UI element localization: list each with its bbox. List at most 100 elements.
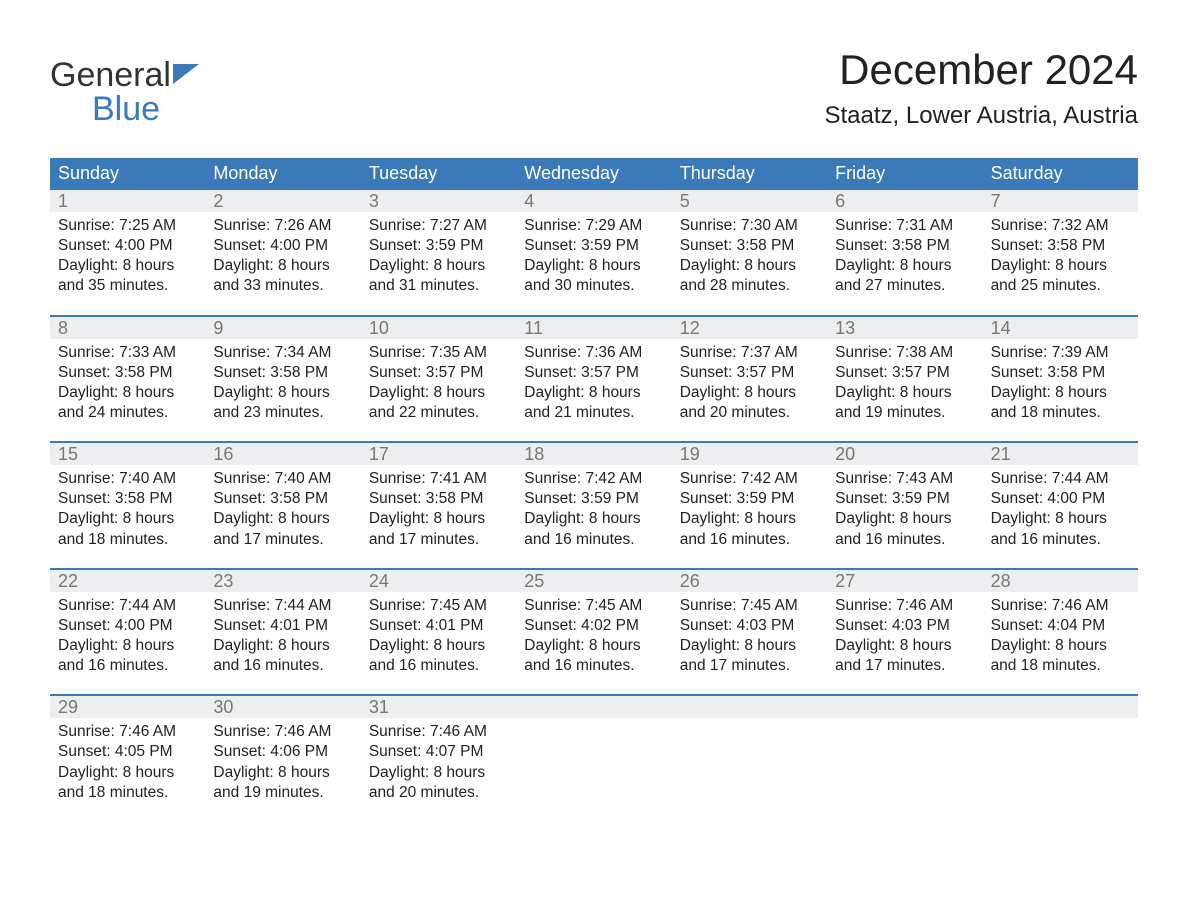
day-info: Sunrise: 7:34 AMSunset: 3:58 PMDaylight:… [205,339,360,424]
day-number [672,696,827,718]
sunrise-text: Sunrise: 7:37 AM [680,343,819,363]
day-info: Sunrise: 7:45 AMSunset: 4:03 PMDaylight:… [672,592,827,677]
daylight-line2: and 28 minutes. [680,276,819,296]
daylight-line2: and 16 minutes. [835,530,974,550]
calendar-cell: 29Sunrise: 7:46 AMSunset: 4:05 PMDayligh… [50,696,205,813]
calendar-cell: 4Sunrise: 7:29 AMSunset: 3:59 PMDaylight… [516,190,671,307]
sunrise-text: Sunrise: 7:43 AM [835,469,974,489]
day-info: Sunrise: 7:37 AMSunset: 3:57 PMDaylight:… [672,339,827,424]
day-number: 2 [205,190,360,212]
day-info: Sunrise: 7:42 AMSunset: 3:59 PMDaylight:… [672,465,827,550]
calendar-cell [516,696,671,813]
daylight-line2: and 21 minutes. [524,403,663,423]
daylight-line1: Daylight: 8 hours [58,636,197,656]
daylight-line2: and 20 minutes. [369,783,508,803]
page-title: December 2024 [839,46,1138,94]
day-number: 7 [983,190,1138,212]
daylight-line1: Daylight: 8 hours [369,636,508,656]
calendar-cell [983,696,1138,813]
sunrise-text: Sunrise: 7:25 AM [58,216,197,236]
daylight-line2: and 18 minutes. [58,530,197,550]
calendar-cell: 12Sunrise: 7:37 AMSunset: 3:57 PMDayligh… [672,317,827,434]
day-number: 12 [672,317,827,339]
daylight-line1: Daylight: 8 hours [369,509,508,529]
daylight-line1: Daylight: 8 hours [835,383,974,403]
day-number: 20 [827,443,982,465]
day-info: Sunrise: 7:39 AMSunset: 3:58 PMDaylight:… [983,339,1138,424]
day-info [672,718,827,722]
daylight-line1: Daylight: 8 hours [369,383,508,403]
sunrise-text: Sunrise: 7:30 AM [680,216,819,236]
calendar-cell: 20Sunrise: 7:43 AMSunset: 3:59 PMDayligh… [827,443,982,560]
calendar-cell: 5Sunrise: 7:30 AMSunset: 3:58 PMDaylight… [672,190,827,307]
day-info: Sunrise: 7:27 AMSunset: 3:59 PMDaylight:… [361,212,516,297]
daylight-line2: and 16 minutes. [369,656,508,676]
daylight-line1: Daylight: 8 hours [680,636,819,656]
daylight-line2: and 16 minutes. [991,530,1130,550]
sunset-text: Sunset: 4:00 PM [991,489,1130,509]
calendar-cell: 9Sunrise: 7:34 AMSunset: 3:58 PMDaylight… [205,317,360,434]
sunrise-text: Sunrise: 7:44 AM [991,469,1130,489]
sunrise-text: Sunrise: 7:36 AM [524,343,663,363]
day-info: Sunrise: 7:40 AMSunset: 3:58 PMDaylight:… [205,465,360,550]
sunrise-text: Sunrise: 7:45 AM [680,596,819,616]
page-header: General Blue December 2024 Staatz, Lower… [50,40,1138,140]
day-number: 22 [50,570,205,592]
daylight-line1: Daylight: 8 hours [58,509,197,529]
day-info: Sunrise: 7:44 AMSunset: 4:00 PMDaylight:… [983,465,1138,550]
day-info: Sunrise: 7:42 AMSunset: 3:59 PMDaylight:… [516,465,671,550]
daylight-line2: and 17 minutes. [835,656,974,676]
daylight-line1: Daylight: 8 hours [991,509,1130,529]
day-number: 25 [516,570,671,592]
sunset-text: Sunset: 4:00 PM [213,236,352,256]
sunrise-text: Sunrise: 7:34 AM [213,343,352,363]
daylight-line1: Daylight: 8 hours [213,383,352,403]
day-number [827,696,982,718]
day-info [983,718,1138,722]
sunset-text: Sunset: 3:58 PM [680,236,819,256]
day-number: 28 [983,570,1138,592]
day-info: Sunrise: 7:31 AMSunset: 3:58 PMDaylight:… [827,212,982,297]
sunset-text: Sunset: 4:07 PM [369,742,508,762]
calendar-cell: 7Sunrise: 7:32 AMSunset: 3:58 PMDaylight… [983,190,1138,307]
sunrise-text: Sunrise: 7:46 AM [991,596,1130,616]
daylight-line2: and 16 minutes. [58,656,197,676]
day-number: 21 [983,443,1138,465]
calendar-cell: 11Sunrise: 7:36 AMSunset: 3:57 PMDayligh… [516,317,671,434]
calendar-cell: 23Sunrise: 7:44 AMSunset: 4:01 PMDayligh… [205,570,360,687]
daylight-line1: Daylight: 8 hours [835,256,974,276]
day-info: Sunrise: 7:44 AMSunset: 4:00 PMDaylight:… [50,592,205,677]
dayname-mon: Monday [205,163,360,184]
sunset-text: Sunset: 3:58 PM [835,236,974,256]
sunrise-text: Sunrise: 7:38 AM [835,343,974,363]
day-info: Sunrise: 7:29 AMSunset: 3:59 PMDaylight:… [516,212,671,297]
day-info: Sunrise: 7:46 AMSunset: 4:05 PMDaylight:… [50,718,205,803]
daylight-line1: Daylight: 8 hours [835,636,974,656]
calendar-cell: 8Sunrise: 7:33 AMSunset: 3:58 PMDaylight… [50,317,205,434]
daylight-line2: and 17 minutes. [213,530,352,550]
daylight-line1: Daylight: 8 hours [369,256,508,276]
day-info: Sunrise: 7:36 AMSunset: 3:57 PMDaylight:… [516,339,671,424]
calendar-cell: 17Sunrise: 7:41 AMSunset: 3:58 PMDayligh… [361,443,516,560]
logo-line1: General [50,56,171,94]
day-info: Sunrise: 7:45 AMSunset: 4:02 PMDaylight:… [516,592,671,677]
sunrise-text: Sunrise: 7:31 AM [835,216,974,236]
daylight-line2: and 17 minutes. [680,656,819,676]
sunrise-text: Sunrise: 7:40 AM [213,469,352,489]
daylight-line2: and 27 minutes. [835,276,974,296]
calendar-week: 15Sunrise: 7:40 AMSunset: 3:58 PMDayligh… [50,441,1138,560]
day-info: Sunrise: 7:44 AMSunset: 4:01 PMDaylight:… [205,592,360,677]
calendar-week: 8Sunrise: 7:33 AMSunset: 3:58 PMDaylight… [50,315,1138,434]
calendar-week: 29Sunrise: 7:46 AMSunset: 4:05 PMDayligh… [50,694,1138,813]
day-info [516,718,671,722]
calendar-cell: 19Sunrise: 7:42 AMSunset: 3:59 PMDayligh… [672,443,827,560]
daylight-line1: Daylight: 8 hours [58,763,197,783]
daylight-line2: and 22 minutes. [369,403,508,423]
logo: General Blue [50,58,199,126]
daylight-line1: Daylight: 8 hours [213,763,352,783]
sunset-text: Sunset: 4:00 PM [58,616,197,636]
calendar-cell: 10Sunrise: 7:35 AMSunset: 3:57 PMDayligh… [361,317,516,434]
dayname-thu: Thursday [672,163,827,184]
daylight-line1: Daylight: 8 hours [524,509,663,529]
day-info: Sunrise: 7:25 AMSunset: 4:00 PMDaylight:… [50,212,205,297]
